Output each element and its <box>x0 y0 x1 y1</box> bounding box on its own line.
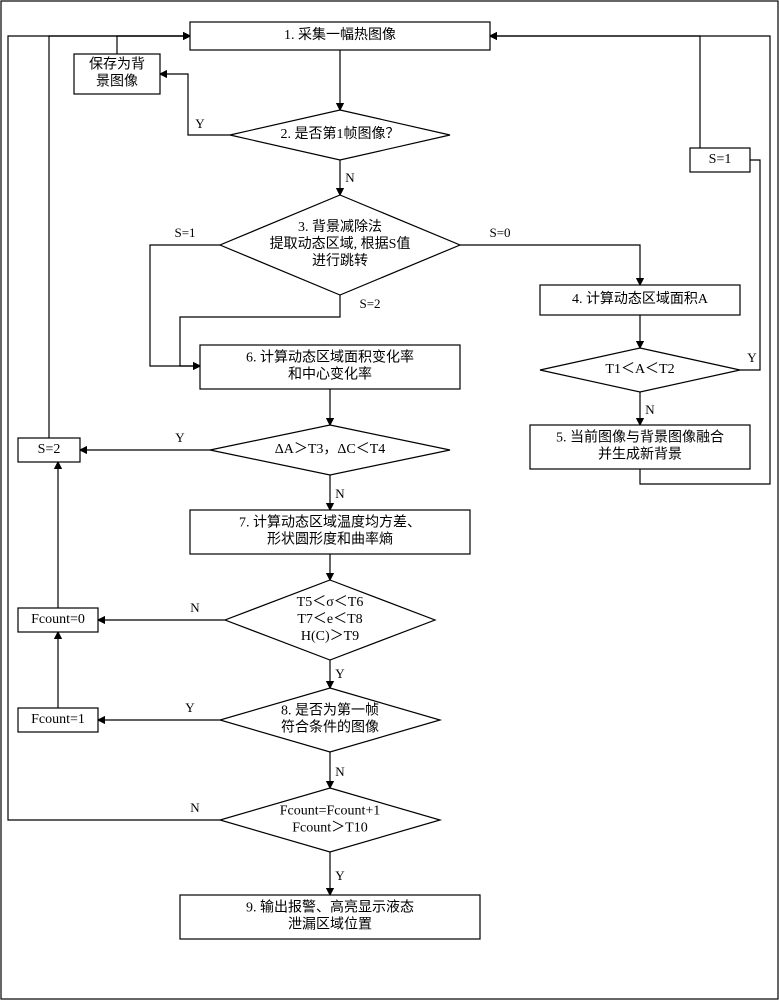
label-n4: 4. 计算动态区域面积A <box>572 291 709 307</box>
node-n6d: ΔA＞T3，ΔC＜T4 <box>210 425 450 475</box>
edge-label-27: Y <box>335 868 345 883</box>
edge-label-26: N <box>190 800 200 815</box>
label-n6d: ΔA＞T3，ΔC＜T4 <box>275 442 386 457</box>
svg-text:ΔA＞T3，ΔC＜T4: ΔA＞T3，ΔC＜T4 <box>275 442 386 457</box>
svg-text:提取动态区域, 根据S值: 提取动态区域, 根据S值 <box>270 236 411 252</box>
edge-label-7: Y <box>747 350 757 365</box>
svg-text:H(C)＞T9: H(C)＞T9 <box>301 629 359 644</box>
edge-9 <box>490 36 700 148</box>
svg-text:6. 计算动态区域面积变化率: 6. 计算动态区域面积变化率 <box>246 349 414 366</box>
node-n2: 2. 是否第1帧图像？ <box>230 110 450 160</box>
svg-text:Fcount=Fcount+1: Fcount=Fcount+1 <box>280 804 381 819</box>
edge-label-3: N <box>345 170 355 185</box>
edge-label-16: Y <box>175 430 185 445</box>
svg-text:S=2: S=2 <box>38 442 61 457</box>
label-nFc1: Fcount=1 <box>31 712 85 727</box>
svg-text:形状圆形度和曲率熵: 形状圆形度和曲率熵 <box>267 531 393 548</box>
svg-text:保存为背: 保存为背 <box>89 57 145 73</box>
svg-text:进行跳转: 进行跳转 <box>312 253 368 269</box>
svg-text:Fcount=0: Fcount=0 <box>31 612 85 627</box>
edge-label-1: Y <box>195 116 205 131</box>
node-nFc0: Fcount=0 <box>18 608 98 632</box>
edge-label-23: Y <box>185 700 195 715</box>
edge-label-10: N <box>645 402 655 417</box>
node-n5: 5. 当前图像与背景图像融合并生成新背景 <box>530 425 750 469</box>
node-n7: 7. 计算动态区域温度均方差、形状圆形度和曲率熵 <box>190 510 470 554</box>
node-n1: 1. 采集一幅热图像 <box>190 22 490 50</box>
svg-text:9. 输出报警、高亮显示液态: 9. 输出报警、高亮显示液态 <box>246 899 414 916</box>
node-n3: 3. 背景减除法提取动态区域, 根据S值进行跳转 <box>220 195 460 295</box>
edge-7 <box>740 200 760 370</box>
svg-text:Fcount=1: Fcount=1 <box>31 712 85 727</box>
node-n7d: T5＜σ＜T6 T7＜e＜T8 H(C)＞T9 <box>225 580 435 660</box>
edge-label-13: S=2 <box>359 296 380 311</box>
svg-text:并生成新背景: 并生成新背景 <box>598 447 682 463</box>
svg-text:2. 是否第1帧图像？: 2. 是否第1帧图像？ <box>281 125 400 142</box>
svg-text:3. 背景减除法: 3. 背景减除法 <box>298 219 382 235</box>
edge-5 <box>540 245 640 285</box>
svg-text:T7＜e＜T8: T7＜e＜T8 <box>297 612 362 627</box>
edge-label-18: N <box>335 486 345 501</box>
svg-text:和中心变化率: 和中心变化率 <box>288 366 372 383</box>
edge-11 <box>490 36 770 484</box>
label-n2: 2. 是否第1帧图像？ <box>281 125 400 142</box>
svg-text:7. 计算动态区域温度均方差、: 7. 计算动态区域温度均方差、 <box>239 515 421 531</box>
edge-label-4: S=0 <box>489 225 510 240</box>
svg-text:符合条件的图像: 符合条件的图像 <box>281 719 379 736</box>
node-n4d: T1＜A＜T2 <box>540 348 740 392</box>
svg-text:5. 当前图像与背景图像融合: 5. 当前图像与背景图像融合 <box>556 429 724 446</box>
node-nS2: S=2 <box>18 438 80 462</box>
edge-2 <box>117 36 190 54</box>
label-nS2: S=2 <box>38 442 61 457</box>
node-n8: 8. 是否为第一帧符合条件的图像 <box>220 688 440 752</box>
svg-text:景图像: 景图像 <box>96 74 138 90</box>
svg-text:4. 计算动态区域面积A: 4. 计算动态区域面积A <box>572 291 709 307</box>
edge-label-22: Y <box>335 666 345 681</box>
node-n9: 9. 输出报警、高亮显示液态泄漏区域位置 <box>180 895 480 939</box>
svg-text:Fcount＞T10: Fcount＞T10 <box>292 821 367 836</box>
node-nS1: S=1 <box>690 148 750 172</box>
edge-label-12: S=1 <box>174 225 195 240</box>
svg-text:8. 是否为第一帧: 8. 是否为第一帧 <box>281 702 379 719</box>
label-nFc0: Fcount=0 <box>31 612 85 627</box>
label-n1: 1. 采集一幅热图像 <box>284 26 396 43</box>
label-nS1: S=1 <box>709 152 732 167</box>
node-nFc1: Fcount=1 <box>18 708 98 732</box>
svg-text:S=1: S=1 <box>709 152 732 167</box>
svg-text:T5＜σ＜T6: T5＜σ＜T6 <box>297 595 364 610</box>
svg-text:1. 采集一幅热图像: 1. 采集一幅热图像 <box>284 26 396 43</box>
node-n6: 6. 计算动态区域面积变化率和中心变化率 <box>200 345 460 389</box>
svg-text:T1＜A＜T2: T1＜A＜T2 <box>605 362 674 377</box>
label-n4d: T1＜A＜T2 <box>605 362 674 377</box>
node-n8d: Fcount=Fcount+1 Fcount＞T10 <box>220 788 440 852</box>
edge-label-20: N <box>190 600 200 615</box>
edge-label-25: N <box>335 764 345 779</box>
svg-text:泄漏区域位置: 泄漏区域位置 <box>288 917 372 933</box>
node-nSaveBg: 保存为背景图像 <box>74 54 160 94</box>
flowchart-canvas: Y N S=0 Y N S=1 S=2 Y N N Y Y N N Y 1. 采集一幅热图像保存为背景图像 2.… <box>0 0 779 1000</box>
label-n7d: T5＜σ＜T6 T7＜e＜T8 H(C)＞T9 <box>297 595 364 644</box>
edge-17 <box>49 36 190 438</box>
node-n4: 4. 计算动态区域面积A <box>540 285 740 315</box>
